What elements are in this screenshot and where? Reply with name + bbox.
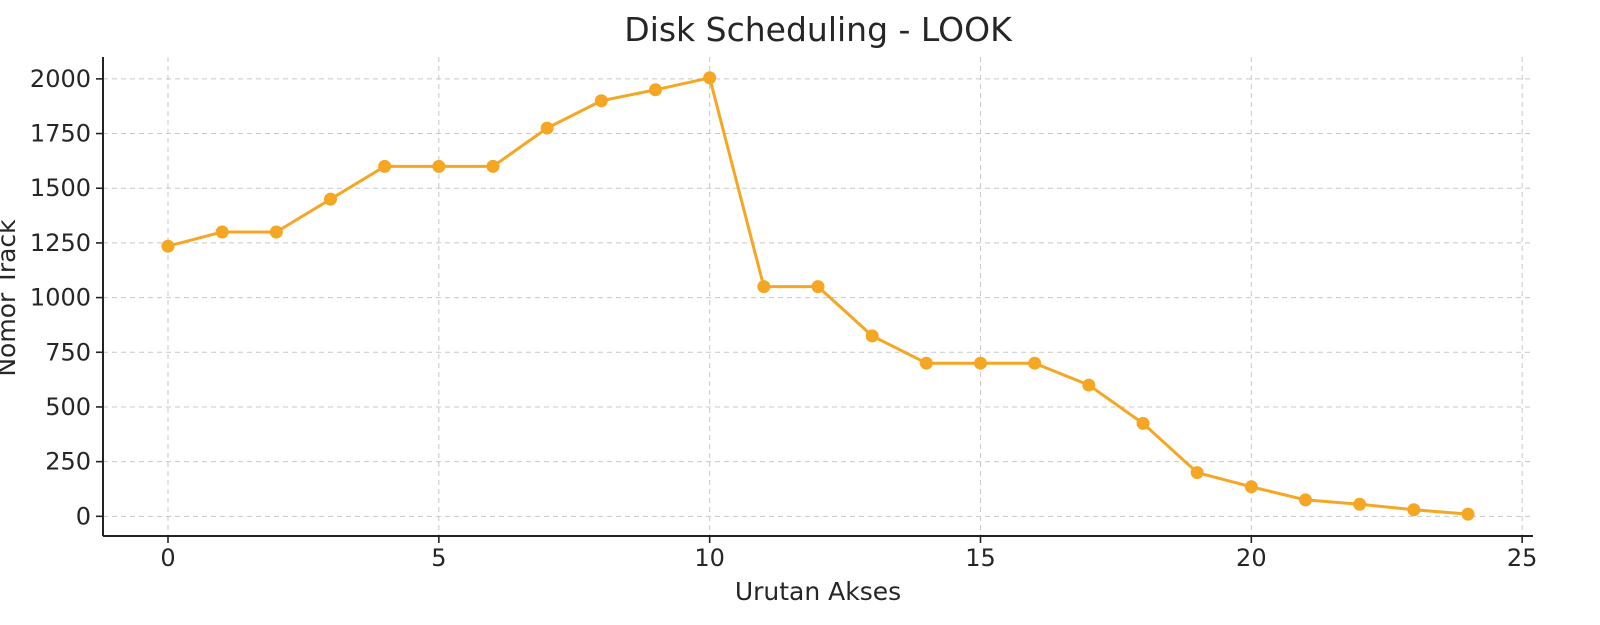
- data-point-7: [540, 121, 554, 135]
- y-tick-label-250: 250: [45, 448, 91, 476]
- data-point-24: [1461, 507, 1475, 521]
- data-point-14: [919, 356, 933, 370]
- data-point-6: [486, 159, 500, 173]
- x-tick-label-15: 15: [965, 544, 996, 572]
- data-point-1: [215, 225, 229, 239]
- x-tick-label-20: 20: [1236, 544, 1267, 572]
- data-point-8: [594, 94, 608, 108]
- data-point-4: [378, 159, 392, 173]
- data-point-11: [757, 280, 771, 294]
- y-tick-label-2000: 2000: [30, 65, 91, 93]
- data-point-0: [161, 239, 175, 253]
- data-point-3: [324, 192, 337, 206]
- data-point-22: [1353, 497, 1367, 511]
- data-point-15: [974, 356, 987, 370]
- data-point-12: [811, 280, 825, 294]
- y-tick-label-750: 750: [45, 338, 91, 366]
- x-axis-title: Urutan Akses: [735, 577, 901, 606]
- y-axis-title: Nomor Track: [0, 219, 21, 377]
- data-point-13: [865, 329, 879, 343]
- y-tick-label-1250: 1250: [30, 229, 91, 257]
- data-point-10: [703, 71, 717, 85]
- data-point-23: [1407, 503, 1421, 517]
- x-tick-label-5: 5: [431, 544, 446, 572]
- y-tick-label-0: 0: [76, 502, 91, 530]
- x-tick-label-25: 25: [1507, 544, 1538, 572]
- grid: [103, 57, 1533, 536]
- x-tick-label-10: 10: [694, 544, 725, 572]
- x-tick-label-0: 0: [160, 544, 175, 572]
- series-line-0: [167, 76, 1469, 516]
- y-tick-label-500: 500: [45, 393, 91, 421]
- data-point-20: [1244, 480, 1258, 494]
- data-point-17: [1082, 378, 1096, 392]
- y-tick-label-1750: 1750: [30, 120, 91, 148]
- data-point-18: [1136, 416, 1150, 430]
- y-tick-label-1000: 1000: [30, 284, 91, 312]
- data-point-21: [1299, 493, 1312, 507]
- series: [161, 71, 1475, 521]
- data-point-5: [432, 159, 446, 173]
- chart-title: Disk Scheduling - LOOK: [624, 10, 1013, 49]
- data-point-16: [1028, 356, 1042, 370]
- data-point-2: [269, 225, 283, 239]
- data-point-9: [649, 83, 662, 97]
- y-tick-label-1500: 1500: [30, 174, 91, 202]
- data-point-19: [1190, 466, 1204, 480]
